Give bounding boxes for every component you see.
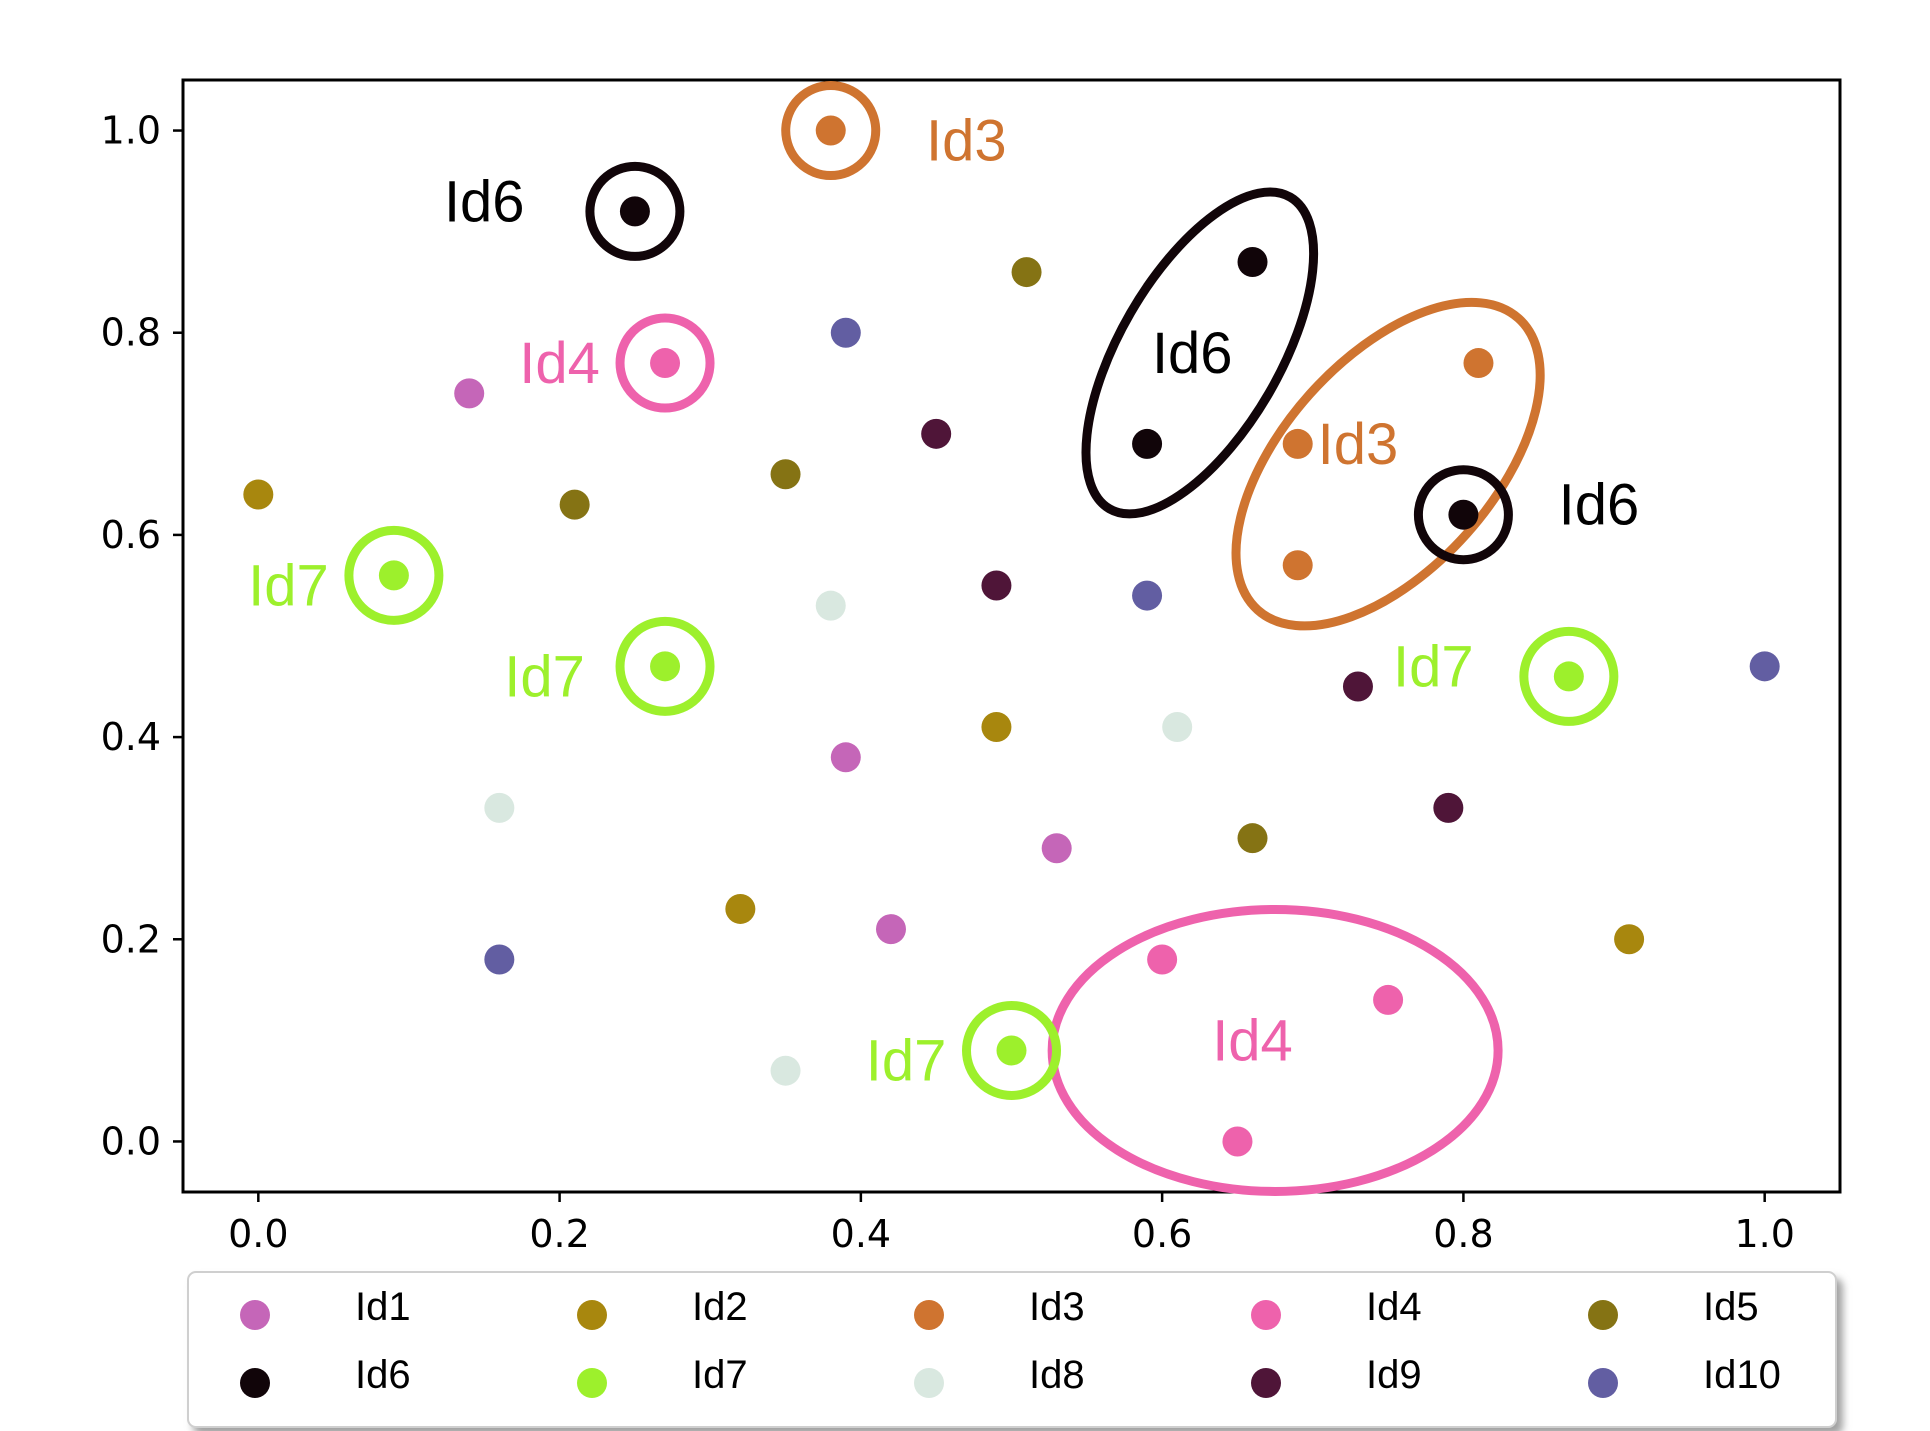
point-id2 bbox=[1614, 924, 1645, 955]
annotation-id4: Id4 bbox=[519, 331, 600, 396]
legend-marker-id7 bbox=[577, 1368, 607, 1398]
highlight-ring-id6 bbox=[1081, 187, 1319, 519]
legend-marker-id9 bbox=[1251, 1368, 1281, 1398]
point-id1 bbox=[454, 378, 485, 409]
point-id9 bbox=[921, 418, 952, 449]
legend-marker-id8 bbox=[914, 1368, 944, 1398]
annotation-id6: Id6 bbox=[444, 169, 525, 234]
annotation-id3: Id3 bbox=[926, 109, 1007, 174]
legend-marker-id1 bbox=[240, 1300, 270, 1330]
x-tick-label: 1.0 bbox=[1734, 1212, 1794, 1256]
point-id2 bbox=[981, 711, 1012, 742]
y-tick-label: 0.2 bbox=[101, 917, 161, 961]
annotation-id7: Id7 bbox=[866, 1029, 947, 1094]
point-id6 bbox=[1448, 499, 1479, 530]
point-id5 bbox=[1237, 823, 1268, 854]
legend-label-id5: Id5 bbox=[1703, 1285, 1759, 1329]
point-id9 bbox=[1433, 792, 1464, 823]
legend-label-id2: Id2 bbox=[692, 1285, 748, 1329]
annotation-id3: Id3 bbox=[1318, 412, 1399, 477]
annotation-id6: Id6 bbox=[1152, 321, 1233, 386]
point-id3 bbox=[1282, 550, 1313, 581]
highlight-ring-id7 bbox=[344, 525, 444, 625]
point-id5 bbox=[559, 489, 590, 520]
highlight-ring-id4 bbox=[615, 313, 715, 413]
y-tick-label: 0.8 bbox=[101, 311, 161, 355]
legend-marker-id4 bbox=[1251, 1300, 1281, 1330]
point-id7 bbox=[996, 1035, 1027, 1066]
x-tick-label: 0.6 bbox=[1132, 1212, 1192, 1256]
legend-label-id3: Id3 bbox=[1029, 1285, 1085, 1329]
point-id2 bbox=[725, 893, 756, 924]
point-id3 bbox=[815, 115, 846, 146]
y-tick-label: 0.0 bbox=[101, 1119, 161, 1163]
highlight-ring-id3 bbox=[1231, 297, 1545, 631]
point-id6 bbox=[619, 196, 650, 227]
point-id8 bbox=[815, 590, 846, 621]
point-id4 bbox=[1373, 984, 1404, 1015]
point-id7 bbox=[1553, 661, 1584, 692]
legend-marker-id2 bbox=[577, 1300, 607, 1330]
point-id2 bbox=[243, 479, 274, 510]
point-id7 bbox=[650, 651, 681, 682]
point-id10 bbox=[830, 317, 861, 348]
point-id10 bbox=[1132, 580, 1163, 611]
point-id10 bbox=[484, 944, 515, 975]
legend-marker-id3 bbox=[914, 1300, 944, 1330]
legend-label-id8: Id8 bbox=[1029, 1353, 1085, 1397]
legend-marker-id5 bbox=[1588, 1300, 1618, 1330]
annotation-id7: Id7 bbox=[248, 553, 329, 618]
highlight-ring-id7 bbox=[615, 616, 715, 716]
legend-label-id10: Id10 bbox=[1703, 1353, 1781, 1397]
annotation-id7: Id7 bbox=[1393, 634, 1474, 699]
point-id9 bbox=[1342, 671, 1373, 702]
legend-label-id7: Id7 bbox=[692, 1353, 748, 1397]
legend-label-id9: Id9 bbox=[1366, 1353, 1422, 1397]
y-tick-label: 0.4 bbox=[101, 715, 161, 759]
legend-label-id6: Id6 bbox=[355, 1353, 411, 1397]
point-id6 bbox=[1132, 428, 1163, 459]
highlight-ring-id3 bbox=[781, 81, 881, 181]
point-id3 bbox=[1463, 348, 1494, 379]
point-id1 bbox=[875, 914, 906, 945]
point-id5 bbox=[1011, 257, 1042, 288]
highlight-ring-id6 bbox=[1413, 465, 1513, 565]
legend-box bbox=[187, 1271, 1837, 1428]
x-tick-label: 0.2 bbox=[529, 1212, 589, 1256]
plot-frame bbox=[181, 78, 1842, 1194]
point-id7 bbox=[378, 560, 409, 591]
annotation-id6: Id6 bbox=[1559, 473, 1640, 538]
point-id3 bbox=[1282, 428, 1313, 459]
y-tick-label: 1.0 bbox=[101, 109, 161, 153]
x-tick-label: 0.4 bbox=[831, 1212, 891, 1256]
point-id6 bbox=[1237, 246, 1268, 277]
point-id4 bbox=[1147, 944, 1178, 975]
point-id1 bbox=[1041, 833, 1072, 864]
annotation-id7: Id7 bbox=[504, 644, 585, 709]
point-id1 bbox=[830, 742, 861, 773]
highlight-ring-id7 bbox=[962, 1000, 1061, 1100]
x-tick-label: 0.0 bbox=[228, 1212, 288, 1256]
point-id5 bbox=[770, 459, 801, 490]
point-id4 bbox=[650, 348, 681, 379]
point-id10 bbox=[1749, 651, 1780, 682]
x-tick-label: 0.8 bbox=[1433, 1212, 1493, 1256]
legend-marker-id10 bbox=[1588, 1368, 1618, 1398]
point-id9 bbox=[981, 570, 1012, 601]
legend-marker-id6 bbox=[240, 1368, 270, 1398]
highlight-ring-id7 bbox=[1519, 626, 1619, 726]
point-id4 bbox=[1222, 1126, 1253, 1157]
point-id8 bbox=[1162, 711, 1193, 742]
legend-label-id4: Id4 bbox=[1366, 1285, 1422, 1329]
y-tick-label: 0.6 bbox=[101, 513, 161, 557]
highlight-ring-id6 bbox=[585, 161, 685, 261]
legend-label-id1: Id1 bbox=[355, 1285, 411, 1329]
annotation-id4: Id4 bbox=[1212, 1008, 1293, 1073]
point-id8 bbox=[484, 792, 515, 823]
point-id8 bbox=[770, 1055, 801, 1086]
